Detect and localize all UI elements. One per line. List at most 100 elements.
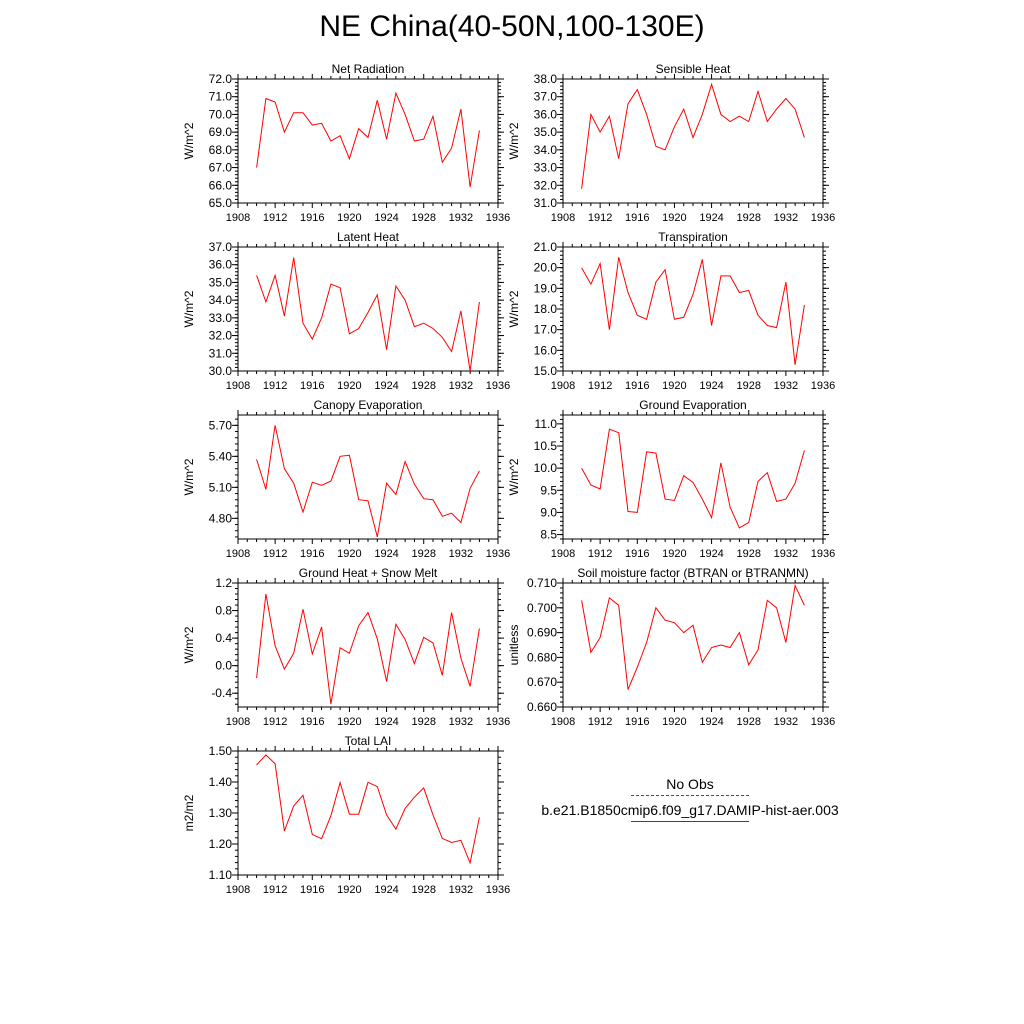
x-tick-label: 1936 bbox=[811, 716, 835, 728]
x-tick-label: 1936 bbox=[486, 212, 510, 224]
x-tick-label: 1916 bbox=[625, 380, 649, 392]
y-tick-label: 19.0 bbox=[534, 281, 558, 295]
panel-8: 1908 1912 1916 1920 1924 1928 1932 1936 1.10 1.20… bbox=[182, 734, 510, 896]
x-tick-label: 1908 bbox=[551, 380, 575, 392]
y-tick-label: 0.700 bbox=[527, 601, 557, 615]
y-tick-label: 20.0 bbox=[534, 261, 558, 275]
y-tick-label: 4.80 bbox=[209, 511, 233, 525]
y-tick-label: 10.0 bbox=[534, 461, 558, 475]
y-tick-label: 37.0 bbox=[534, 90, 558, 104]
plot-frame bbox=[562, 582, 824, 708]
x-tick-label: 1932 bbox=[449, 212, 473, 224]
panel-title: Total LAI bbox=[345, 734, 392, 748]
y-tick-label: 1.50 bbox=[209, 744, 233, 758]
x-tick-label: 1928 bbox=[411, 716, 435, 728]
y-tick-label: 0.690 bbox=[527, 626, 557, 640]
y-tick-label: 0.680 bbox=[527, 650, 557, 664]
x-tick-label: 1928 bbox=[736, 212, 760, 224]
x-tick-label: 1936 bbox=[486, 380, 510, 392]
y-axis-label: W/m^2 bbox=[182, 626, 196, 663]
y-tick-label: 10.5 bbox=[534, 439, 558, 453]
y-axis-label: m2/m2 bbox=[182, 794, 196, 831]
y-tick-label: 5.70 bbox=[209, 418, 233, 432]
y-tick-label: 1.30 bbox=[209, 806, 233, 820]
y-tick-label: 37.0 bbox=[209, 240, 233, 254]
y-tick-label: 5.10 bbox=[209, 480, 233, 494]
x-tick-label: 1908 bbox=[226, 548, 250, 560]
x-tick-label: 1928 bbox=[411, 548, 435, 560]
y-tick-label: 0.660 bbox=[527, 700, 557, 714]
legend-model-label: b.e21.B1850cmip6.f09_g17.DAMIP-hist-aer.… bbox=[541, 802, 839, 818]
y-tick-label: 34.0 bbox=[209, 293, 233, 307]
x-tick-label: 1912 bbox=[588, 212, 612, 224]
y-axis-label: W/m^2 bbox=[182, 458, 196, 495]
x-tick-label: 1928 bbox=[736, 716, 760, 728]
y-tick-label: 32.0 bbox=[209, 329, 233, 343]
y-tick-label: 31.0 bbox=[534, 196, 558, 210]
x-tick-label: 1920 bbox=[662, 548, 686, 560]
y-tick-label: 32.0 bbox=[534, 178, 558, 192]
x-tick-label: 1924 bbox=[699, 716, 723, 728]
y-tick-label: 1.2 bbox=[215, 576, 232, 590]
y-tick-label: 9.0 bbox=[540, 505, 557, 519]
x-tick-label: 1932 bbox=[449, 884, 473, 896]
y-axis-label: W/m^2 bbox=[182, 290, 196, 327]
x-tick-label: 1928 bbox=[411, 884, 435, 896]
x-tick-label: 1924 bbox=[699, 380, 723, 392]
y-tick-label: 0.0 bbox=[215, 659, 232, 673]
x-tick-label: 1908 bbox=[226, 380, 250, 392]
y-tick-label: 16.0 bbox=[534, 343, 558, 357]
panel-1: 1908 1912 1916 1920 1924 1928 1932 1936 31.0 32.0… bbox=[507, 62, 835, 224]
x-tick-label: 1920 bbox=[337, 212, 361, 224]
x-tick-label: 1908 bbox=[551, 212, 575, 224]
y-tick-label: 33.0 bbox=[534, 161, 558, 175]
x-tick-label: 1908 bbox=[551, 548, 575, 560]
panel-title: Ground Evaporation bbox=[639, 398, 746, 412]
y-tick-label: 9.5 bbox=[540, 483, 557, 497]
x-tick-label: 1912 bbox=[263, 884, 287, 896]
x-tick-label: 1936 bbox=[486, 548, 510, 560]
series-line bbox=[256, 91, 480, 188]
x-tick-label: 1924 bbox=[374, 380, 398, 392]
x-tick-label: 1924 bbox=[374, 212, 398, 224]
x-tick-label: 1932 bbox=[449, 380, 473, 392]
y-tick-label: -0.4 bbox=[211, 686, 232, 700]
x-tick-label: 1908 bbox=[226, 212, 250, 224]
x-tick-label: 1932 bbox=[774, 380, 798, 392]
x-tick-label: 1920 bbox=[662, 212, 686, 224]
y-axis-label: W/m^2 bbox=[507, 458, 521, 495]
x-tick-label: 1936 bbox=[811, 548, 835, 560]
x-tick-label: 1912 bbox=[588, 548, 612, 560]
panel-6: 1908 1912 1916 1920 1924 1928 1932 1936 -0.4 0.0 0… bbox=[182, 566, 510, 728]
x-tick-label: 1912 bbox=[263, 716, 287, 728]
series-line bbox=[581, 428, 805, 529]
panel-5: 1908 1912 1916 1920 1924 1928 1932 1936 8.5 9.0 9.… bbox=[507, 398, 835, 560]
x-tick-label: 1920 bbox=[337, 716, 361, 728]
x-tick-label: 1924 bbox=[699, 548, 723, 560]
y-tick-label: 21.0 bbox=[534, 240, 558, 254]
x-tick-label: 1920 bbox=[337, 548, 361, 560]
y-axis-label: W/m^2 bbox=[507, 122, 521, 159]
x-tick-label: 1932 bbox=[449, 548, 473, 560]
y-tick-label: 5.40 bbox=[209, 449, 233, 463]
x-tick-label: 1924 bbox=[699, 212, 723, 224]
y-tick-label: 1.40 bbox=[209, 775, 233, 789]
y-axis-label: W/m^2 bbox=[507, 290, 521, 327]
x-tick-label: 1924 bbox=[374, 548, 398, 560]
y-tick-label: 67.0 bbox=[209, 161, 233, 175]
panel-0: 1908 1912 1916 1920 1924 1928 1932 1936 65.0 66.0… bbox=[182, 62, 510, 224]
x-tick-label: 1928 bbox=[411, 380, 435, 392]
series-line bbox=[256, 257, 480, 372]
y-tick-label: 11.0 bbox=[535, 417, 558, 431]
panel-title: Ground Heat + Snow Melt bbox=[299, 566, 438, 580]
y-tick-label: 33.0 bbox=[209, 311, 233, 325]
y-axis-label: W/m^2 bbox=[182, 122, 196, 159]
x-tick-label: 1908 bbox=[226, 716, 250, 728]
panel-title: Net Radiation bbox=[332, 62, 405, 76]
y-tick-label: 38.0 bbox=[534, 72, 558, 86]
y-tick-label: 70.0 bbox=[209, 107, 233, 121]
y-tick-label: 0.710 bbox=[527, 576, 557, 590]
panel-title: Sensible Heat bbox=[656, 62, 731, 76]
panel-title: Transpiration bbox=[658, 230, 728, 244]
